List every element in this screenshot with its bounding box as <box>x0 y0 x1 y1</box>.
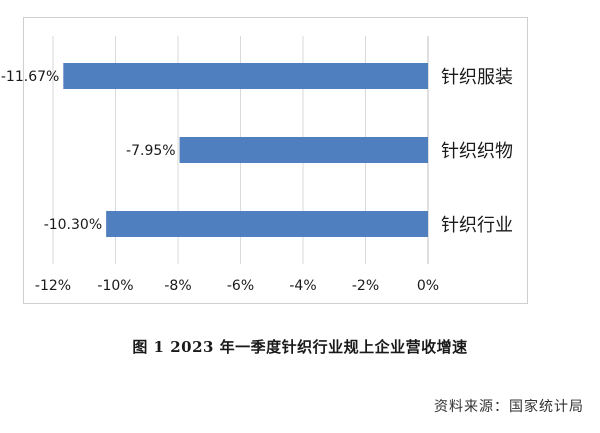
x-tick-label: -2% <box>352 278 379 294</box>
data-label: -7.95% <box>126 143 176 159</box>
x-tick-label: -12% <box>35 278 71 294</box>
x-tick-label: -10% <box>97 278 133 294</box>
data-label: -11.67% <box>1 69 59 85</box>
x-tick-label: -4% <box>289 278 316 294</box>
x-tick-label: -6% <box>227 278 254 294</box>
bar <box>106 211 428 237</box>
category-label: 针织行业 <box>441 215 513 236</box>
figure-caption: 图 1 2023 年一季度针织行业规上企业营收增速 <box>132 338 468 356</box>
x-tick-label: 0% <box>417 278 439 294</box>
category-label: 针织织物 <box>441 141 513 162</box>
x-tick-label: -8% <box>164 278 191 294</box>
bar <box>179 137 428 163</box>
category-label: 针织服装 <box>441 67 513 88</box>
data-label: -10.30% <box>44 217 102 233</box>
bar <box>63 63 428 89</box>
source-note: 资料来源：国家统计局 <box>434 399 584 415</box>
